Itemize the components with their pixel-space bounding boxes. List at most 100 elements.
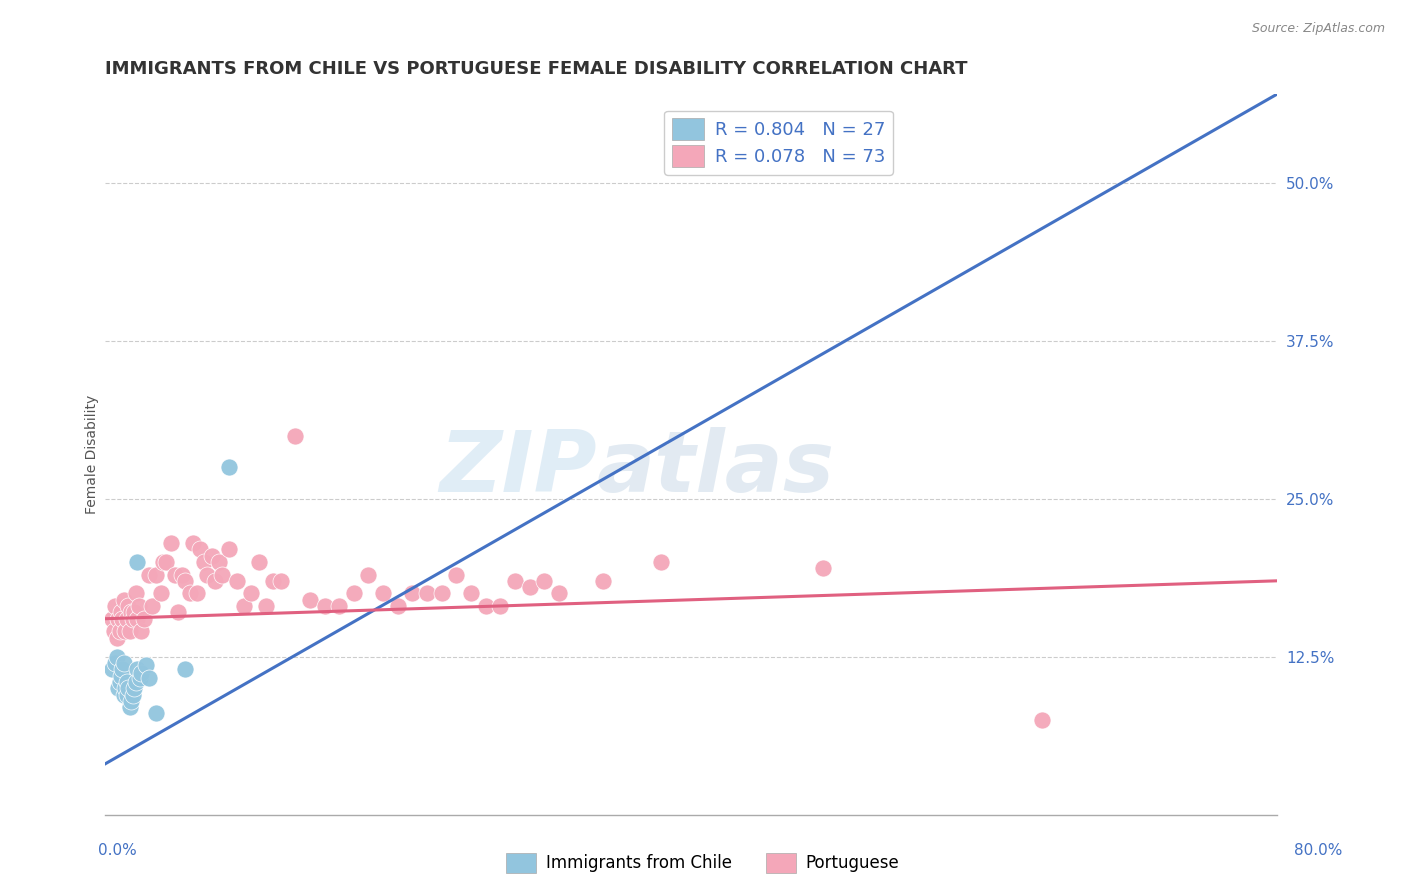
- Point: [371, 586, 394, 600]
- Point: [188, 542, 211, 557]
- Point: [145, 706, 167, 721]
- Legend: Immigrants from Chile, Portuguese: Immigrants from Chile, Portuguese: [499, 847, 907, 880]
- Point: [298, 592, 321, 607]
- Point: [108, 674, 131, 689]
- Point: [112, 592, 135, 607]
- Point: [103, 624, 125, 639]
- Point: [430, 586, 453, 600]
- Point: [149, 586, 172, 600]
- Text: 80.0%: 80.0%: [1295, 843, 1343, 858]
- Point: [108, 624, 131, 639]
- Text: ZIP: ZIP: [439, 427, 598, 510]
- Point: [107, 681, 129, 696]
- Point: [204, 574, 226, 588]
- Point: [1031, 713, 1053, 727]
- Point: [110, 606, 132, 620]
- Point: [101, 662, 124, 676]
- Point: [519, 580, 541, 594]
- Y-axis label: Female Disability: Female Disability: [86, 395, 100, 514]
- Point: [650, 555, 672, 569]
- Point: [254, 599, 277, 613]
- Point: [218, 542, 240, 557]
- Point: [152, 555, 174, 569]
- Point: [115, 612, 138, 626]
- Point: [131, 666, 153, 681]
- Point: [120, 606, 142, 620]
- Point: [121, 612, 143, 626]
- Point: [110, 668, 132, 682]
- Point: [181, 536, 204, 550]
- Point: [165, 567, 187, 582]
- Point: [111, 612, 134, 626]
- Point: [118, 700, 141, 714]
- Point: [112, 656, 135, 670]
- Point: [138, 671, 160, 685]
- Point: [193, 555, 215, 569]
- Point: [105, 631, 128, 645]
- Point: [114, 681, 136, 696]
- Point: [124, 674, 146, 689]
- Point: [489, 599, 512, 613]
- Point: [270, 574, 292, 588]
- Point: [120, 694, 142, 708]
- Point: [114, 624, 136, 639]
- Point: [111, 662, 134, 676]
- Point: [211, 567, 233, 582]
- Point: [101, 612, 124, 626]
- Point: [547, 586, 569, 600]
- Point: [233, 599, 256, 613]
- Point: [284, 428, 307, 442]
- Text: Source: ZipAtlas.com: Source: ZipAtlas.com: [1251, 22, 1385, 36]
- Point: [115, 688, 138, 702]
- Point: [105, 649, 128, 664]
- Point: [107, 612, 129, 626]
- Point: [343, 586, 366, 600]
- Point: [174, 662, 197, 676]
- Point: [201, 549, 224, 563]
- Point: [122, 606, 145, 620]
- Point: [125, 612, 148, 626]
- Point: [141, 599, 163, 613]
- Point: [401, 586, 423, 600]
- Point: [179, 586, 201, 600]
- Point: [135, 658, 157, 673]
- Point: [474, 599, 496, 613]
- Point: [125, 662, 148, 676]
- Point: [131, 624, 153, 639]
- Point: [174, 574, 197, 588]
- Point: [225, 574, 247, 588]
- Point: [218, 460, 240, 475]
- Point: [134, 612, 156, 626]
- Point: [446, 567, 468, 582]
- Text: IMMIGRANTS FROM CHILE VS PORTUGUESE FEMALE DISABILITY CORRELATION CHART: IMMIGRANTS FROM CHILE VS PORTUGUESE FEMA…: [105, 60, 967, 78]
- Point: [460, 586, 482, 600]
- Legend: R = 0.804   N = 27, R = 0.078   N = 73: R = 0.804 N = 27, R = 0.078 N = 73: [665, 111, 893, 175]
- Point: [240, 586, 263, 600]
- Point: [167, 606, 190, 620]
- Point: [117, 599, 139, 613]
- Point: [314, 599, 336, 613]
- Point: [357, 567, 380, 582]
- Point: [328, 599, 350, 613]
- Point: [186, 586, 208, 600]
- Point: [129, 671, 152, 685]
- Point: [138, 567, 160, 582]
- Text: 0.0%: 0.0%: [98, 843, 138, 858]
- Point: [121, 688, 143, 702]
- Point: [195, 567, 218, 582]
- Point: [172, 567, 194, 582]
- Point: [155, 555, 177, 569]
- Point: [125, 555, 148, 569]
- Point: [247, 555, 270, 569]
- Point: [117, 681, 139, 696]
- Point: [104, 656, 127, 670]
- Point: [533, 574, 555, 588]
- Point: [122, 681, 145, 696]
- Point: [503, 574, 526, 588]
- Point: [208, 555, 231, 569]
- Point: [159, 536, 181, 550]
- Point: [104, 599, 127, 613]
- Point: [262, 574, 284, 588]
- Point: [128, 599, 150, 613]
- Point: [115, 674, 138, 689]
